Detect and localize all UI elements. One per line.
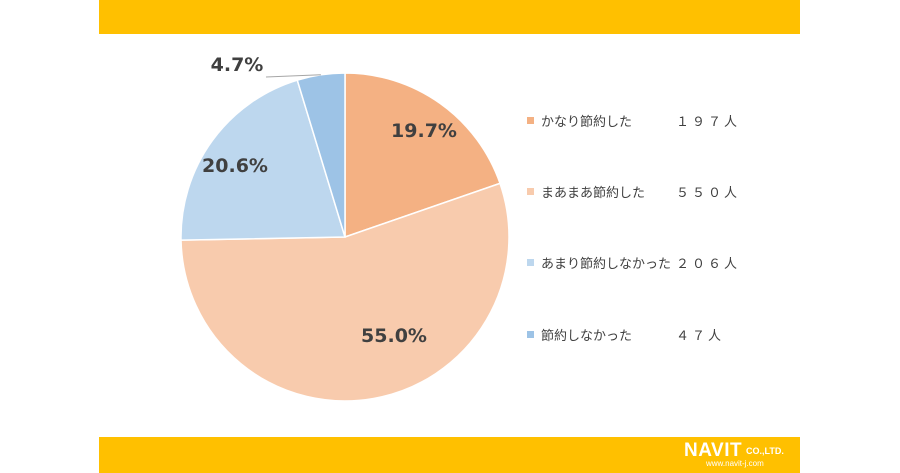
pie-slice [180, 182, 510, 402]
logo-wordmark: NAVIT [684, 440, 743, 461]
slice-percent-label: 19.7% [391, 120, 457, 142]
legend-count: ２０６人 [676, 257, 741, 272]
pie-slice [180, 79, 347, 241]
slice-percent-label: 20.6% [202, 155, 268, 177]
logo-url: www.navit-j.com [706, 459, 764, 468]
logo-suffix: CO.,LTD. [746, 446, 784, 456]
legend-item-shinakatta: 節約しなかった ４７人 [527, 325, 787, 345]
legend: かなり節約した １９７人 まあまあ節約した ５５０人 あまり節約しなかった ２０… [527, 0, 807, 473]
legend-swatch [527, 331, 534, 338]
slice-percent-label: 55.0% [361, 325, 427, 347]
legend-label: あまり節約しなかった [541, 257, 672, 272]
legend-label: まあまあ節約した [541, 186, 646, 201]
legend-swatch [527, 188, 534, 195]
top-banner [99, 0, 800, 34]
legend-count: ５５０人 [676, 186, 741, 201]
legend-item-amari: あまり節約しなかった ２０６人 [527, 253, 787, 273]
bottom-banner: NAVIT CO.,LTD. www.navit-j.com [99, 437, 800, 473]
legend-item-kanari: かなり節約した １９７人 [527, 111, 787, 131]
leader-line [265, 74, 321, 78]
pie-slice [296, 72, 346, 238]
legend-label: 節約しなかった [541, 329, 633, 344]
legend-count: １９７人 [676, 115, 741, 130]
legend-swatch [527, 259, 534, 266]
legend-item-maamaa: まあまあ節約した ５５０人 [527, 182, 787, 202]
company-logo: NAVIT CO.,LTD. www.navit-j.com [684, 440, 794, 470]
legend-label: かなり節約した [541, 115, 633, 130]
legend-count: ４７人 [676, 329, 725, 344]
slice-percent-label: 4.7% [211, 54, 264, 76]
legend-swatch [527, 117, 534, 124]
